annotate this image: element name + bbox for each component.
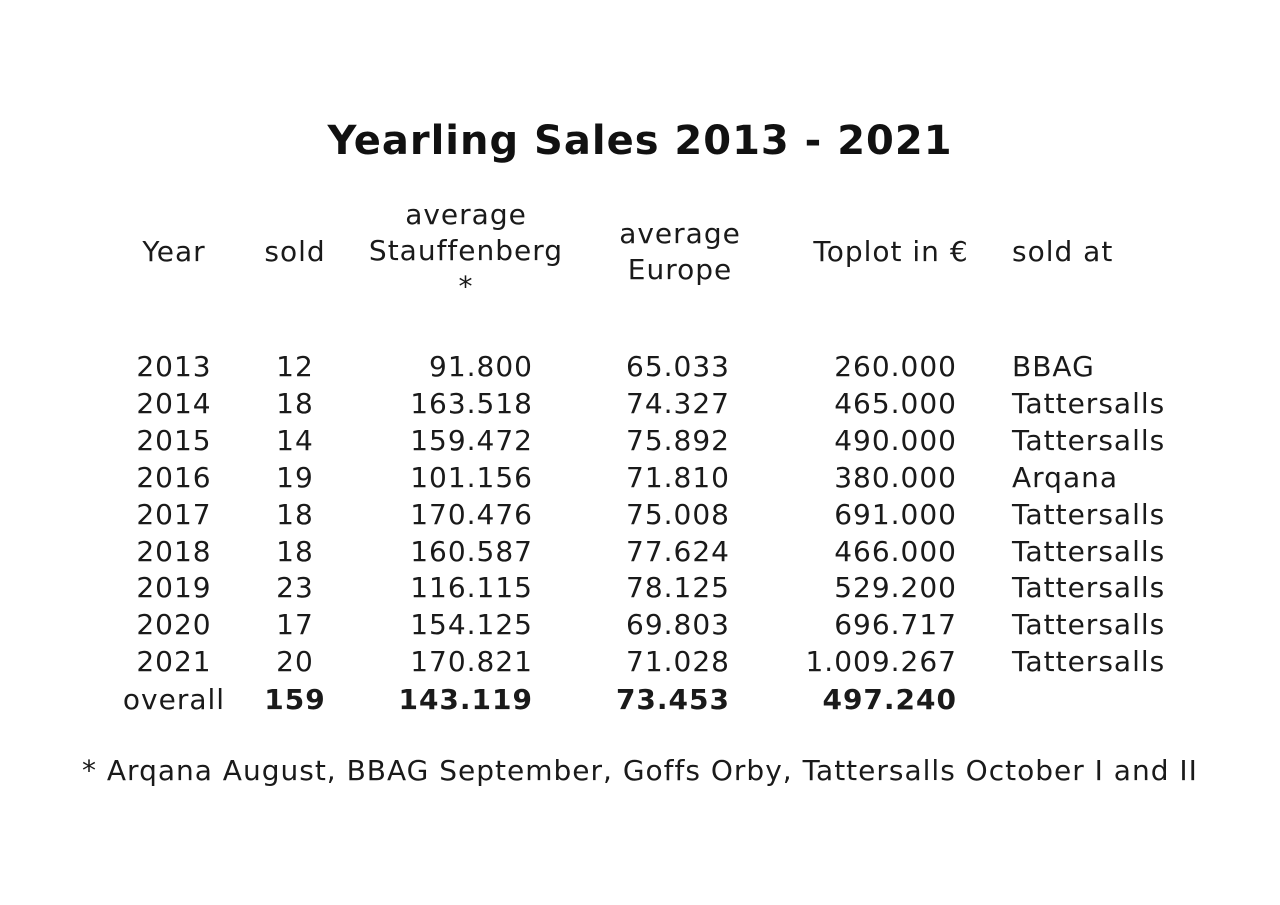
cell-europe: 71.810 — [626, 460, 730, 494]
cell-toplot: 691.000 — [834, 497, 957, 531]
cell-sold-at: Arqana — [1012, 460, 1119, 494]
header-stauffenberg-line: Stauffenberg — [368, 234, 564, 267]
header-stauffenberg-line: * — [458, 270, 474, 303]
cell-stauffenberg: 170.821 — [410, 645, 533, 679]
cell-year: 2015 — [136, 423, 212, 457]
header-europe-line: Europe — [627, 253, 733, 286]
header-sold-at: sold at — [1012, 235, 1114, 268]
cell-europe: 78.125 — [626, 571, 730, 605]
cell-sold: 18 — [276, 497, 314, 531]
cell-stauffenberg: 163.518 — [410, 386, 533, 420]
cell-europe: 71.028 — [626, 645, 730, 679]
cell-toplot: 260.000 — [834, 350, 957, 383]
overall-label: overall — [122, 683, 226, 716]
cell-europe: 75.008 — [626, 497, 730, 531]
overall-sold: 159 — [264, 683, 326, 716]
cell-europe: 75.892 — [626, 423, 730, 457]
cell-toplot: 1.009.267 — [805, 645, 957, 679]
page-title: Yearling Sales 2013 - 2021 — [327, 118, 953, 164]
cell-europe: 77.624 — [626, 534, 730, 568]
cell-toplot: 490.000 — [834, 423, 957, 457]
cell-sold-at: Tattersalls — [1012, 534, 1166, 568]
cell-sold: 20 — [276, 645, 314, 679]
cell-stauffenberg: 91.800 — [429, 350, 533, 383]
header-europe: average Europe — [600, 216, 760, 288]
cell-sold-at: Tattersalls — [1012, 386, 1166, 420]
cell-toplot: 380.000 — [834, 460, 957, 494]
cell-toplot: 465.000 — [834, 386, 957, 420]
cell-sold: 19 — [276, 460, 314, 494]
cell-toplot: 466.000 — [834, 534, 957, 568]
overall-europe: 73.453 — [615, 683, 730, 716]
header-sold: sold — [264, 235, 326, 268]
overall-toplot: 497.240 — [822, 683, 957, 716]
header-stauffenberg: average Stauffenberg * — [360, 197, 572, 305]
cell-sold: 12 — [276, 350, 314, 383]
cell-stauffenberg: 170.476 — [410, 497, 533, 531]
cell-sold: 14 — [276, 423, 314, 457]
cell-year: 2019 — [136, 571, 212, 605]
cell-year: 2020 — [136, 608, 212, 642]
cell-sold: 23 — [276, 571, 314, 605]
cell-year: 2014 — [136, 386, 212, 420]
cell-year: 2017 — [136, 497, 212, 531]
cell-europe: 74.327 — [626, 386, 730, 420]
header-stauffenberg-line: average — [405, 198, 527, 231]
cell-toplot: 696.717 — [834, 608, 957, 642]
cell-stauffenberg: 101.156 — [410, 460, 533, 494]
cell-sold: 18 — [276, 534, 314, 568]
cell-year: 2018 — [136, 534, 212, 568]
cell-toplot: 529.200 — [834, 571, 957, 605]
cell-sold-at: Tattersalls — [1012, 571, 1166, 605]
header-year: Year — [142, 235, 206, 268]
cell-sold: 17 — [276, 608, 314, 642]
cell-sold-at: Tattersalls — [1012, 423, 1166, 457]
overall-stauffenberg: 143.119 — [398, 683, 533, 716]
footnote: * Arqana August, BBAG September, Goffs O… — [82, 754, 1198, 787]
cell-sold: 18 — [276, 386, 314, 420]
cell-sold-at: Tattersalls — [1012, 497, 1166, 531]
cell-europe: 69.803 — [626, 608, 730, 642]
cell-europe: 65.033 — [626, 350, 730, 383]
cell-sold-at: Tattersalls — [1012, 608, 1166, 642]
cell-year: 2021 — [136, 645, 212, 679]
cell-stauffenberg: 159.472 — [410, 423, 533, 457]
cell-sold-at: Tattersalls — [1012, 645, 1166, 679]
cell-sold-at: BBAG — [1012, 350, 1095, 383]
header-toplot: Toplot in € — [813, 235, 969, 268]
cell-stauffenberg: 154.125 — [410, 608, 533, 642]
cell-year: 2013 — [136, 350, 212, 383]
cell-stauffenberg: 116.115 — [410, 571, 533, 605]
cell-year: 2016 — [136, 460, 212, 494]
header-europe-line: average — [619, 217, 741, 250]
cell-stauffenberg: 160.587 — [410, 534, 533, 568]
